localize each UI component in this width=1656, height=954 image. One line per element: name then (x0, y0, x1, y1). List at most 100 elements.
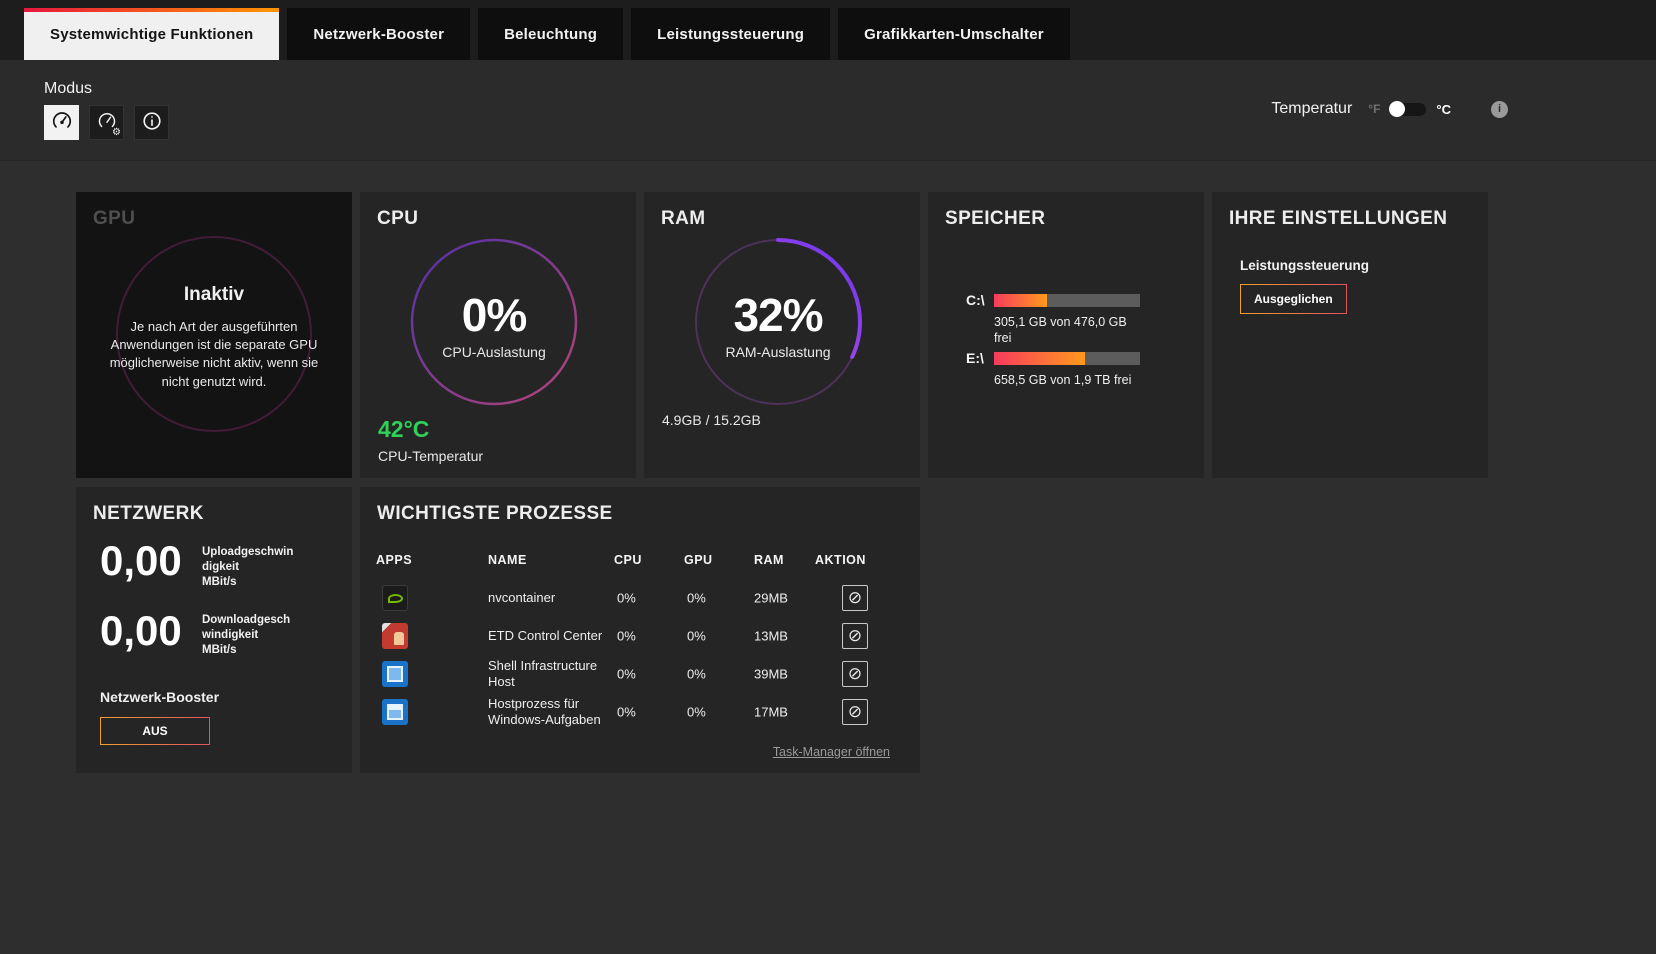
download-label-text: Downloadgeschwindigkeit (202, 614, 291, 641)
process-cpu: 0% (617, 590, 636, 606)
process-ram: 13MB (754, 628, 788, 644)
block-icon: ⊘ (847, 626, 863, 645)
temperature-info-icon[interactable]: i (1491, 100, 1508, 118)
cpu-card-title: CPU (377, 208, 419, 229)
block-icon: ⊘ (847, 664, 863, 683)
col-header-aktion: AKTION (815, 553, 866, 567)
fahrenheit-option[interactable]: °F (1368, 102, 1381, 116)
drive-c-bar (994, 294, 1140, 307)
settings-card-title: IHRE EINSTELLUNGEN (1229, 208, 1448, 229)
tab-netzwerk-booster[interactable]: Netzwerk-Booster (287, 8, 471, 60)
settings-subtitle: Leistungssteuerung (1240, 258, 1370, 273)
block-icon: ⊘ (847, 702, 863, 721)
ram-usage-label: RAM-Auslastung (725, 344, 831, 360)
ram-usage-value: 32% (733, 289, 823, 341)
process-card-title: WICHTIGSTE PROZESSE (377, 503, 613, 524)
ram-card: RAM 32% RAM-Auslastung 4.9GB / 15.2GB (644, 192, 920, 478)
gpu-description: Je nach Art der ausgeführten Anwendungen… (109, 319, 319, 389)
settings-card: IHRE EINSTELLUNGEN Leistungssteuerung Au… (1212, 192, 1488, 478)
drive-e-label: E:\ (966, 350, 984, 366)
ram-card-title: RAM (661, 208, 706, 229)
info-icon (141, 110, 163, 135)
network-card-title: NETZWERK (93, 503, 204, 524)
mode-info-button[interactable] (134, 105, 169, 140)
tab-leistungssteuerung[interactable]: Leistungssteuerung (631, 8, 831, 60)
drive-e-bar-fill (994, 352, 1085, 365)
network-card: NETZWERK 0,00 Uploadgeschwindigkeit MBit… (76, 487, 352, 773)
drive-c-info: 305,1 GB von 476,0 GB frei (994, 315, 1127, 346)
process-name: nvcontainer (488, 589, 556, 605)
gauge-icon (51, 110, 73, 135)
process-row: Hostprozess für Windows-Aufgaben 0% 0% 1… (360, 693, 920, 731)
process-cpu: 0% (617, 704, 636, 720)
col-header-name: NAME (488, 553, 527, 567)
kill-process-button[interactable]: ⊘ (842, 661, 868, 687)
cpu-usage-label: CPU-Auslastung (442, 344, 546, 360)
process-name: Shell Infrastructure Host (488, 657, 598, 689)
process-ram: 17MB (754, 704, 788, 720)
toggle-knob (1389, 100, 1406, 117)
process-name: ETD Control Center (488, 627, 603, 643)
drive-c-bar-fill (994, 294, 1047, 307)
kill-process-button[interactable]: ⊘ (842, 699, 868, 725)
process-gpu: 0% (687, 666, 706, 682)
windows-task-icon (382, 699, 408, 725)
process-row: Shell Infrastructure Host 0% 0% 39MB ⊘ (360, 655, 920, 693)
process-row: ETD Control Center 0% 0% 13MB ⊘ (360, 617, 920, 655)
network-booster-label: Netzwerk-Booster (100, 689, 220, 705)
tab-systemwichtige-funktionen[interactable]: Systemwichtige Funktionen (24, 8, 280, 60)
kill-process-button[interactable]: ⊘ (842, 585, 868, 611)
gauge-gear-icon: ⚙ (97, 111, 121, 138)
cpu-temperature-label: CPU-Temperatur (378, 448, 484, 464)
open-task-manager-link[interactable]: Task-Manager öffnen (772, 745, 890, 759)
tab-strip: Systemwichtige Funktionen Netzwerk-Boost… (24, 8, 1070, 60)
kill-process-button[interactable]: ⊘ (842, 623, 868, 649)
download-speed-value: 0,00 (100, 607, 182, 654)
download-speed-label: Downloadgeschwindigkeit MBit/s (202, 613, 296, 658)
storage-card: SPEICHER C:\ 305,1 GB von 476,0 GB frei … (928, 192, 1204, 478)
network-booster-button[interactable]: AUS (100, 717, 210, 745)
mode-performance-button[interactable] (44, 105, 79, 140)
shell-icon (382, 661, 408, 687)
cpu-usage-ring (406, 234, 582, 410)
tab-beleuchtung[interactable]: Beleuchtung (478, 8, 624, 60)
block-icon: ⊘ (847, 588, 863, 607)
mode-custom-button[interactable]: ⚙ (89, 105, 124, 140)
gpu-card-title: GPU (93, 208, 136, 229)
process-gpu: 0% (687, 704, 706, 720)
upload-speed-label: Uploadgeschwindigkeit MBit/s (202, 545, 296, 590)
drive-c-label: C:\ (966, 292, 985, 308)
download-unit: MBit/s (202, 643, 237, 656)
cpu-card: CPU 0% CPU-Auslastung 42°C CPU-Temperatu… (360, 192, 636, 478)
storage-card-title: SPEICHER (945, 208, 1046, 229)
process-gpu: 0% (687, 590, 706, 606)
col-header-gpu: GPU (684, 553, 713, 567)
mode-buttons: ⚙ (44, 105, 169, 140)
temperature-label: Temperatur (1271, 100, 1353, 117)
col-header-cpu: CPU (614, 553, 642, 567)
gpu-status: Inaktiv (183, 284, 245, 305)
temperature-unit-toggle[interactable] (1389, 100, 1427, 117)
process-ram: 29MB (754, 590, 788, 606)
upload-label-text: Uploadgeschwindigkeit (202, 546, 294, 573)
col-header-ram: RAM (754, 553, 784, 567)
process-ram: 39MB (754, 666, 788, 682)
process-card: WICHTIGSTE PROZESSE APPS NAME CPU GPU RA… (360, 487, 920, 773)
ram-detail: 4.9GB / 15.2GB (662, 412, 761, 428)
gpu-ring (116, 236, 312, 432)
celsius-option[interactable]: °C (1436, 101, 1451, 117)
upload-unit: MBit/s (202, 575, 237, 588)
upload-speed-value: 0,00 (100, 537, 182, 584)
temperature-controls: Temperatur °F °C i (1271, 100, 1508, 118)
col-header-apps: APPS (376, 553, 413, 567)
drive-e-bar (994, 352, 1140, 365)
performance-mode-button[interactable]: Ausgeglichen (1240, 284, 1347, 314)
etd-icon (382, 623, 408, 649)
process-gpu: 0% (687, 628, 706, 644)
header-bar: Modus ⚙ (0, 60, 1656, 161)
process-cpu: 0% (617, 628, 636, 644)
process-row: nvcontainer 0% 0% 29MB ⊘ (360, 579, 920, 617)
tab-grafikkarten-umschalter[interactable]: Grafikkarten-Umschalter (838, 8, 1070, 60)
process-name: Hostprozess für Windows-Aufgaben (488, 695, 601, 727)
